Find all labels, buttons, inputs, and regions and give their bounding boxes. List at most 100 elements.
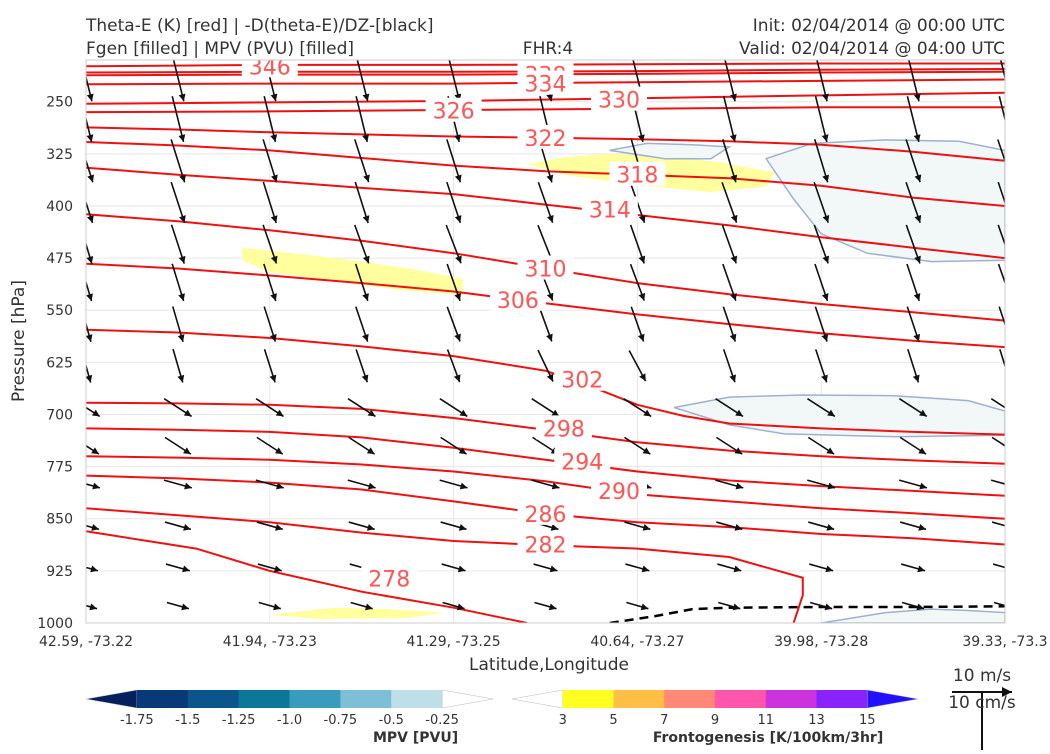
gradient-vector-head-7 — [86, 374, 93, 383]
forecast-hour: FHR:4 — [523, 39, 573, 59]
gradient-vector-150 — [990, 479, 1005, 485]
gradient-vector-98 — [724, 60, 736, 102]
gradient-vector-58 — [446, 139, 462, 183]
gradient-vector-head-109 — [734, 524, 743, 531]
contour-label-bg-10 — [489, 286, 546, 311]
filled-regions — [242, 139, 1005, 623]
gradient-vector-head-21 — [177, 374, 185, 383]
gradient-vector-head-87 — [638, 214, 646, 223]
gradient-vector-151 — [991, 521, 1005, 527]
theta-e-contour-318 — [86, 141, 1005, 207]
gradient-vector-head-27 — [181, 603, 189, 611]
colorbar-1-tick-4: 11 — [757, 713, 774, 728]
gradient-vector-head-33 — [270, 293, 277, 301]
gradient-vector-head-46 — [362, 255, 370, 264]
gradient-vector-16 — [170, 139, 186, 183]
colorbar-0-swatch-2 — [187, 690, 240, 708]
gradient-vector-head-146 — [1005, 334, 1012, 342]
contour-label-294: 294 — [561, 451, 603, 476]
gradient-vector-head-0 — [86, 93, 94, 102]
x-tick-label-2: 41.29, -73.25 — [407, 634, 501, 650]
gradient-vector-59 — [446, 181, 462, 224]
gradient-vector-99 — [722, 96, 736, 143]
colorbar-1-swatch-7 — [867, 689, 919, 709]
gradient-vector-head-65 — [458, 447, 467, 455]
gradient-vector-head-106 — [735, 409, 744, 417]
gradient-vector-head-80 — [551, 482, 560, 490]
gradient-vector-head-98 — [730, 93, 737, 102]
colorbar-0-swatch-7 — [441, 689, 494, 709]
gradient-vector-114 — [813, 139, 829, 183]
gradient-vector-head-125 — [824, 603, 833, 611]
gradient-vector-head-137 — [918, 524, 927, 531]
contour-label-bg-7 — [609, 161, 666, 186]
colorbar-0-tick-0: -1.75 — [120, 713, 154, 728]
gradient-vector-head-70 — [546, 93, 554, 102]
colorbar-0-tick-1: -1.5 — [175, 713, 200, 728]
colorbars: -1.75 -1.5 -1.25 -1.0 -0.75 -0.5 -0.25 MPV [PVU… — [85, 689, 919, 746]
gradient-vector-head-85 — [637, 134, 645, 142]
theta-e-contour-294 — [86, 427, 1005, 497]
gradient-vector-head-148 — [1011, 410, 1019, 417]
gradient-vector-head-1 — [86, 134, 94, 142]
theta-e-contour-326 — [86, 106, 1005, 114]
contour-label-bg-14 — [591, 477, 648, 502]
gradient-vector-head-151 — [1010, 524, 1018, 531]
gradient-vector-head-118 — [821, 333, 829, 342]
gradient-vector-head-10 — [92, 482, 100, 490]
gradient-vector-14 — [172, 60, 185, 102]
gradient-vector-43 — [355, 96, 369, 143]
gradient-vector-head-36 — [275, 409, 284, 417]
contour-label-bg-16 — [517, 531, 574, 556]
gradient-vector-head-66 — [459, 482, 468, 490]
gradient-vector-101 — [721, 182, 738, 223]
gradient-vector-head-153 — [1008, 603, 1016, 610]
gradient-vector-15 — [171, 96, 185, 143]
contour-label-318: 318 — [616, 164, 658, 189]
contour-labels: 3463423383343303263223183143103063022982… — [241, 60, 666, 593]
gradient-vector-head-57 — [454, 134, 461, 142]
gradient-vector-31 — [262, 181, 278, 224]
gradient-vector-head-140 — [1006, 94, 1013, 102]
gradient-vector-head-99 — [729, 134, 737, 142]
title-line-1: Theta-E (K) [red] | -D(theta-E)/DZ-[blac… — [85, 16, 434, 36]
gradient-vector-head-131 — [913, 293, 921, 301]
gradient-vector-45 — [354, 181, 369, 224]
gradient-vector-head-90 — [637, 333, 645, 342]
y-tick-label-0: 250 — [46, 95, 73, 111]
mpv-region-2 — [673, 394, 1005, 438]
gradient-vector-head-134 — [919, 409, 927, 417]
gradient-vector-head-44 — [363, 174, 370, 183]
gradient-vector-146 — [998, 306, 1005, 327]
y-tick-label-9: 925 — [46, 564, 73, 580]
gradient-vector-head-135 — [918, 447, 927, 455]
gradient-vector-head-23 — [183, 447, 191, 455]
gradient-vector-head-126 — [913, 93, 921, 102]
contour-label-bg-4 — [591, 86, 648, 111]
gradient-vector-head-42 — [362, 93, 370, 102]
gradient-vector-head-64 — [459, 409, 468, 417]
contour-label-bg-9 — [517, 255, 574, 280]
gradient-vector-head-26 — [182, 565, 190, 573]
colorbar-0-tick-2: -1.25 — [222, 713, 256, 728]
gradient-vector-141 — [998, 96, 1005, 123]
contour-label-334: 334 — [525, 73, 567, 98]
colorbar-1-swatch-5 — [765, 690, 817, 708]
contour-label-314: 314 — [589, 198, 631, 223]
vector-key-x-arrowhead — [1002, 687, 1012, 697]
contour-label-326: 326 — [433, 100, 475, 125]
colorbar-1-swatch-1 — [562, 690, 614, 708]
gradient-vector-29 — [263, 96, 277, 143]
gradient-vector-140 — [999, 60, 1005, 81]
contour-label-302: 302 — [561, 369, 603, 394]
contour-label-310: 310 — [525, 258, 567, 283]
colorbar-0-swatch-6 — [391, 690, 443, 708]
gradient-vector-head-115 — [822, 215, 830, 223]
plot-frame — [85, 59, 1006, 624]
gradient-vector-head-17 — [179, 215, 186, 223]
contour-label-282: 282 — [525, 533, 567, 558]
gradient-vector-head-52 — [367, 482, 376, 490]
x-tick-label-0: 42.59, -73.22 — [39, 634, 133, 650]
gradient-vector-head-128 — [914, 174, 922, 183]
x-tick-label-5: 39.33, -73.3 — [962, 634, 1047, 650]
